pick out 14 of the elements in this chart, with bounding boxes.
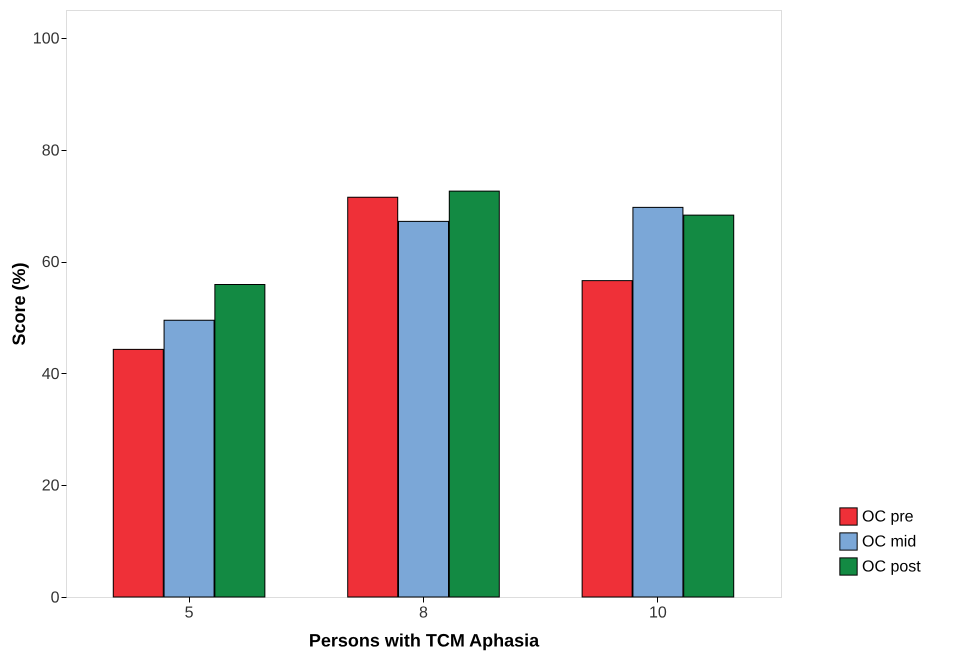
y-tick-label: 0 [50,590,60,606]
legend-label: OC pre [862,508,914,526]
y-tick-label: 60 [42,254,60,272]
x-tick-label: 8 [419,604,428,622]
x-tick-label: 5 [184,604,194,622]
y-axis-title: Score (%) [8,262,29,346]
y-tick-label: 80 [42,142,60,160]
x-axis-title: Persons with TCM Aphasia [308,630,540,650]
legend-label: OC mid [862,534,916,550]
y-tick-label: 100 [32,30,60,48]
y-tick-label: 20 [42,478,60,495]
y-tick-label: 40 [42,366,60,383]
legend-label: OC post [862,558,922,576]
x-tick-label: 10 [649,604,667,622]
